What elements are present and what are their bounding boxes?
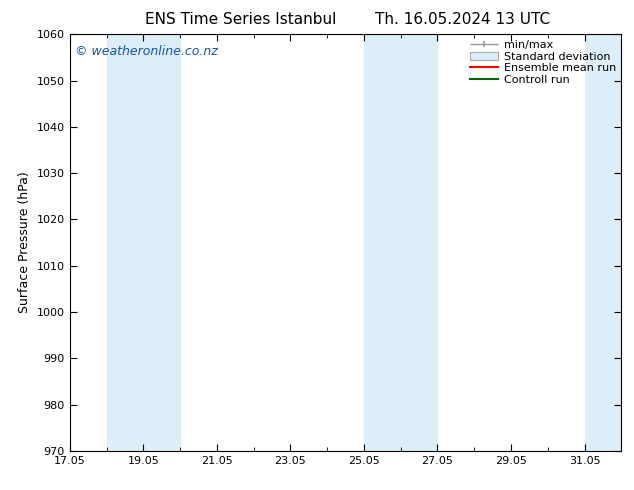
Bar: [585, 34, 621, 451]
Text: Th. 16.05.2024 13 UTC: Th. 16.05.2024 13 UTC: [375, 12, 550, 27]
Bar: [107, 34, 180, 451]
Y-axis label: Surface Pressure (hPa): Surface Pressure (hPa): [18, 172, 31, 314]
Bar: [364, 34, 437, 451]
Legend: min/max, Standard deviation, Ensemble mean run, Controll run: min/max, Standard deviation, Ensemble me…: [470, 40, 616, 85]
Text: ENS Time Series Istanbul: ENS Time Series Istanbul: [145, 12, 337, 27]
Text: © weatheronline.co.nz: © weatheronline.co.nz: [75, 45, 218, 58]
